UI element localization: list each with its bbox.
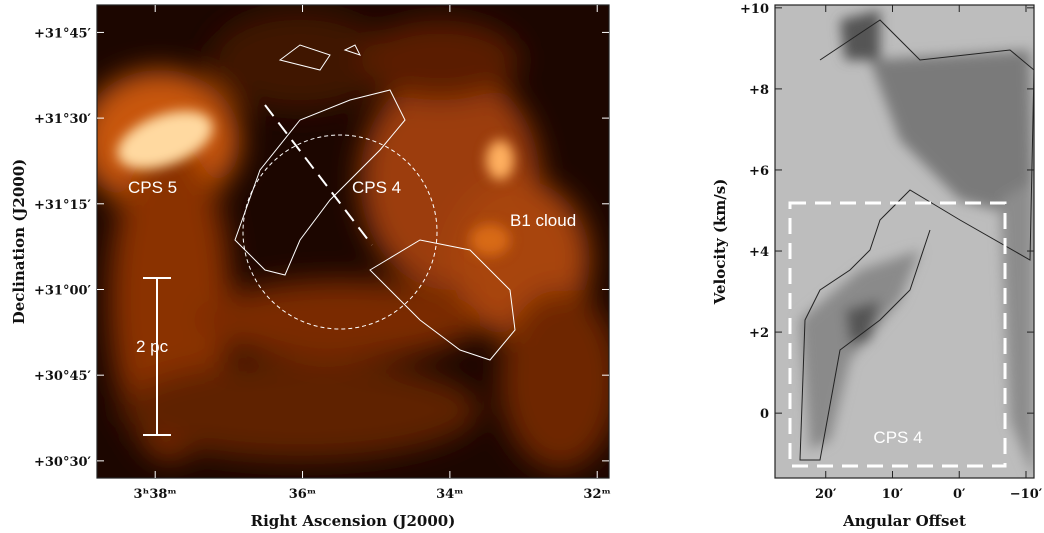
annotation: CPS 4	[352, 178, 401, 197]
x-tick-label: 34ᵐ	[436, 487, 464, 502]
x-tick-label: 0′	[953, 487, 966, 502]
x-axis-label: Right Ascension (J2000)	[251, 512, 456, 530]
y-tick-label: +31°00′	[34, 283, 92, 298]
y-tick-label: +2	[749, 326, 769, 341]
x-tick-label: 3ʰ38ᵐ	[134, 487, 177, 502]
scale-bar	[143, 277, 171, 436]
annotation: 2 pc	[136, 337, 169, 356]
annotation: CPS 4	[873, 428, 922, 447]
pv-diagram	[775, 5, 1034, 478]
y-tick-label: +30°45′	[34, 369, 92, 384]
y-tick-label: +31°45′	[34, 26, 92, 41]
y-tick-label: +8	[749, 83, 769, 98]
y-axis-label: Declination (J2000)	[10, 159, 28, 325]
y-tick-label: +31°30′	[34, 112, 92, 127]
x-tick-label: −10′	[1010, 487, 1043, 502]
y-tick-label: +30°30′	[34, 455, 92, 470]
y-tick-label: +31°15′	[34, 198, 92, 213]
y-tick-label: +4	[749, 245, 769, 260]
infrared-image	[97, 5, 609, 478]
y-tick-label: 0	[760, 407, 769, 422]
x-tick-label: 10′	[882, 487, 904, 502]
y-tick-label: +6	[749, 164, 769, 179]
annotation: B1 cloud	[510, 211, 576, 230]
x-axis-label: Angular Offset	[842, 512, 966, 530]
x-tick-label: 36ᵐ	[289, 487, 317, 502]
x-tick-label: 20′	[815, 487, 837, 502]
y-axis-label: Velocity (km/s)	[711, 179, 729, 306]
annotation: CPS 5	[128, 178, 177, 197]
x-tick-label: 32ᵐ	[583, 487, 611, 502]
y-tick-label: +10	[740, 2, 769, 17]
